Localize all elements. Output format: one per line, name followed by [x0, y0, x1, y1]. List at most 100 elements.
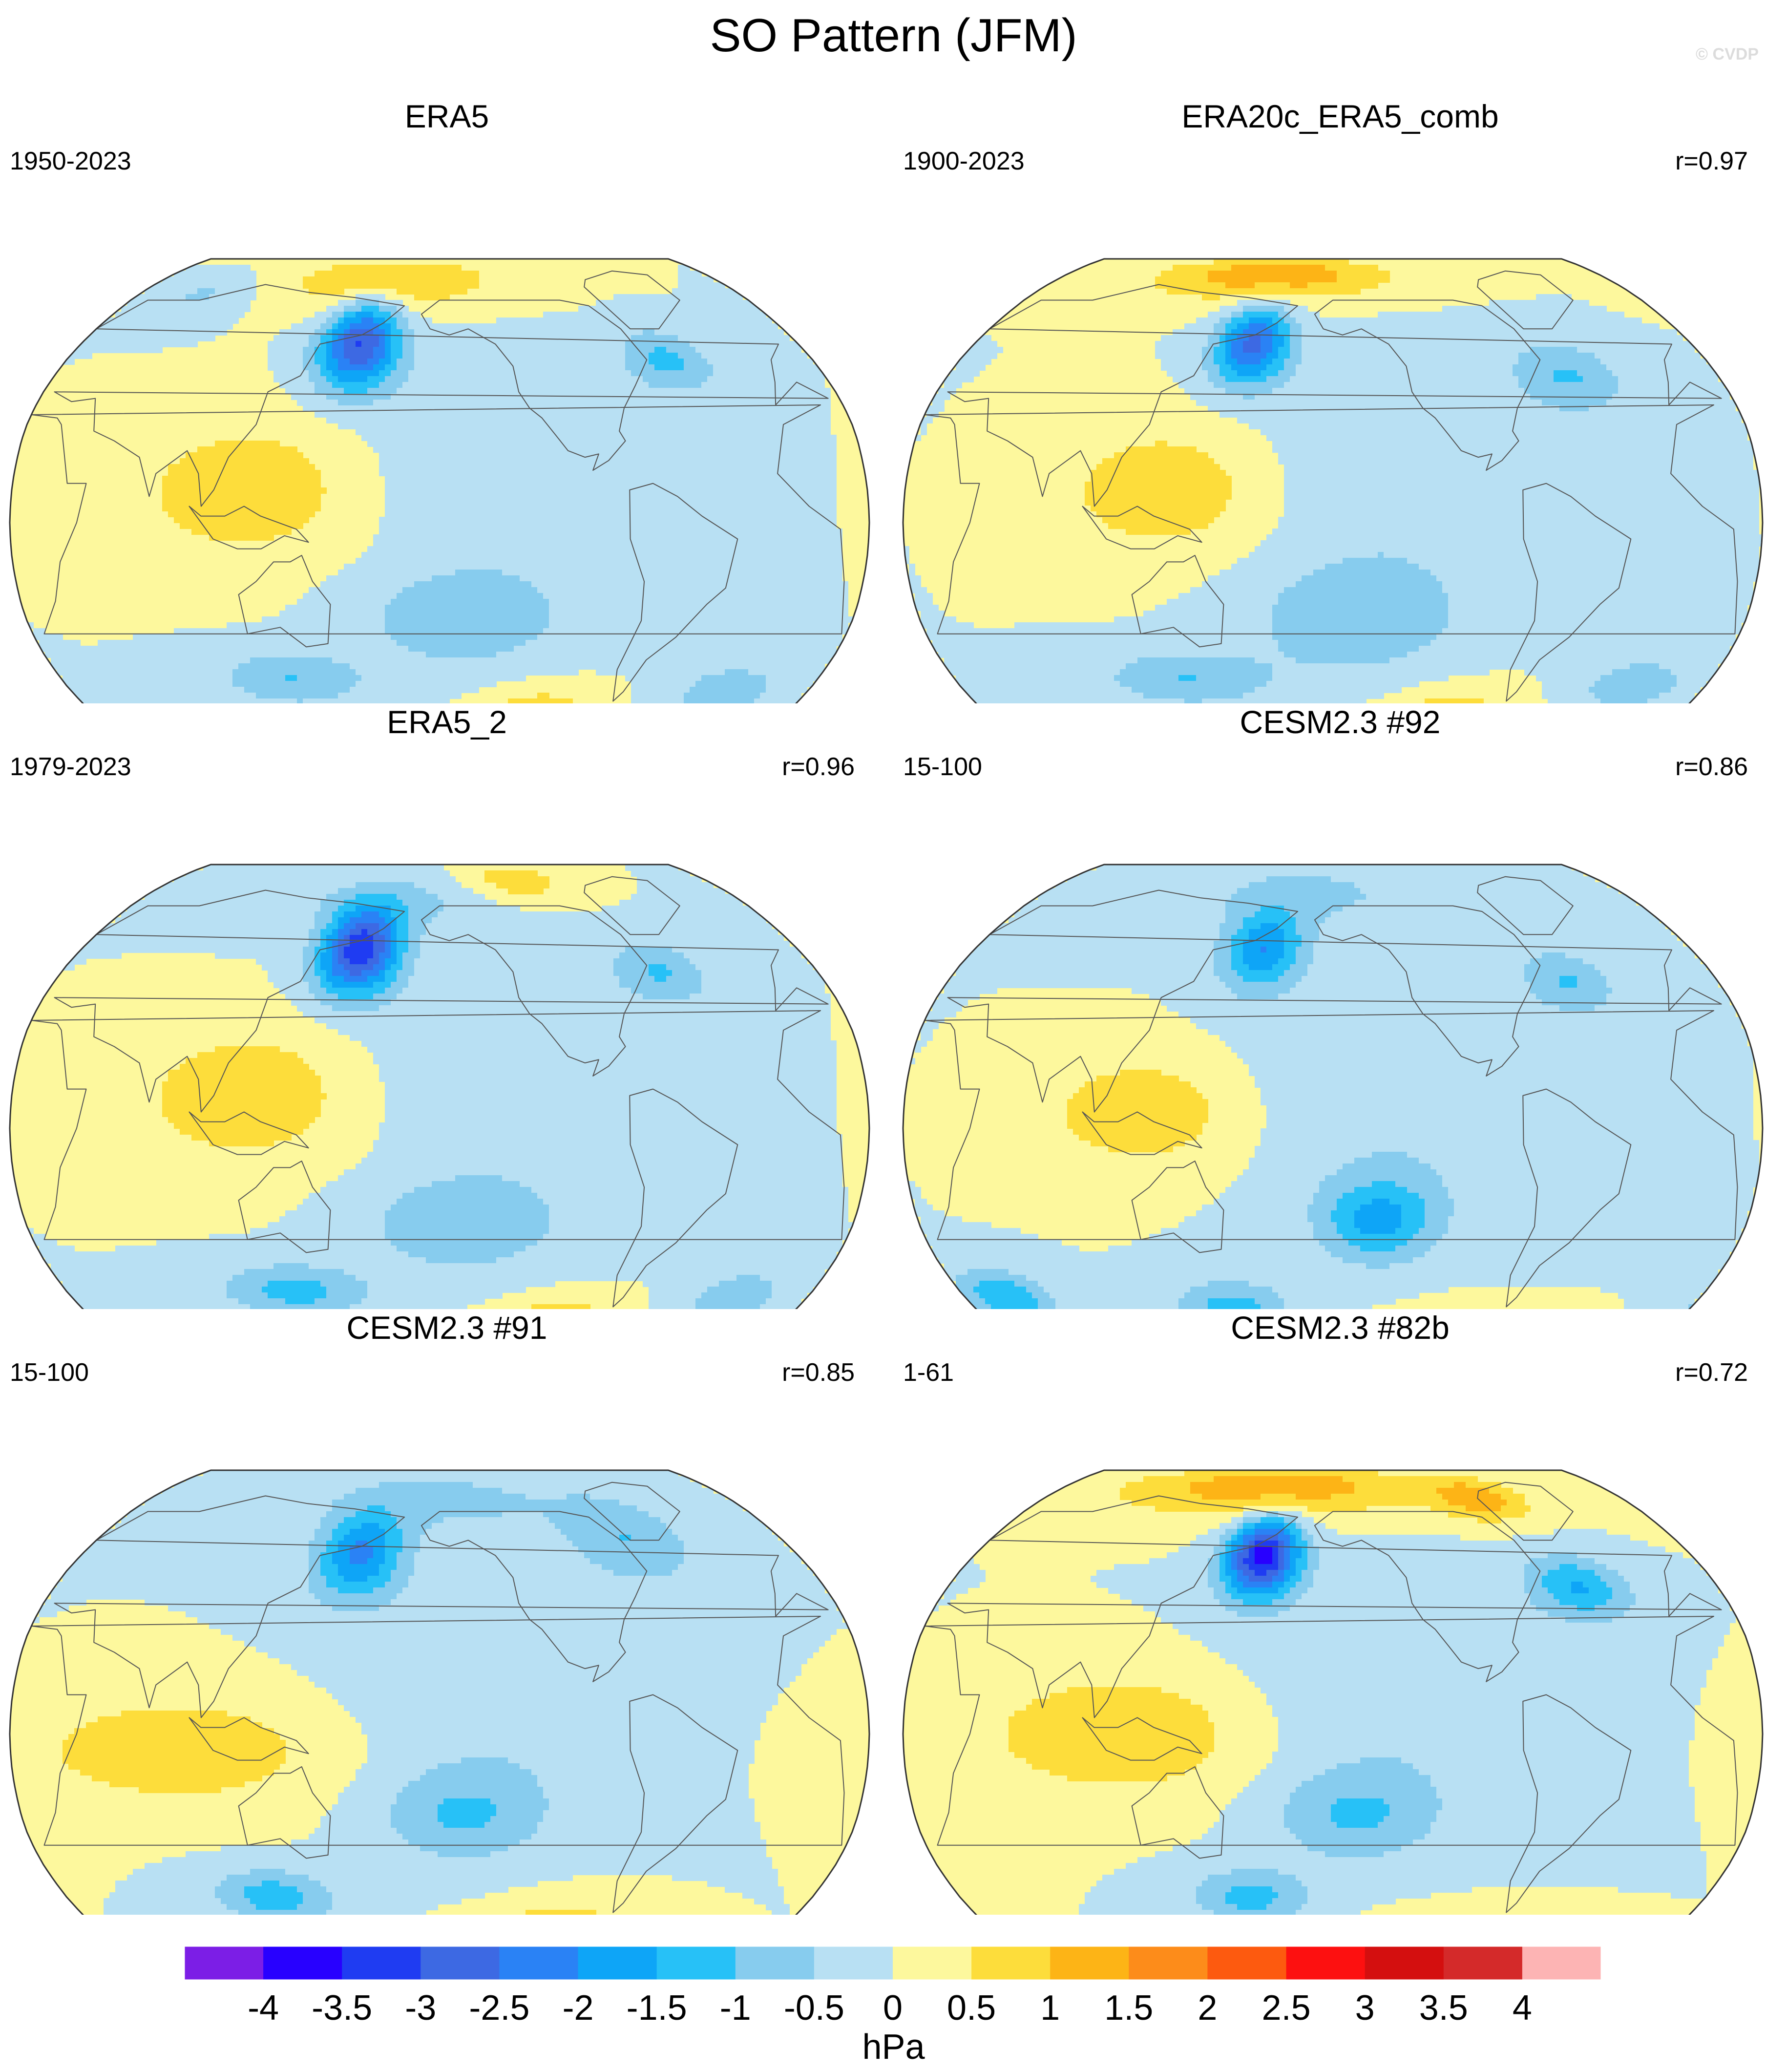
field-cell: [379, 564, 385, 570]
field-cell: [836, 552, 842, 558]
field-cell: [484, 370, 491, 377]
field-cell: [455, 470, 462, 476]
field-cell: [678, 341, 684, 347]
field-cell: [438, 435, 444, 441]
field-cell: [748, 435, 755, 441]
field-cell: [227, 464, 233, 470]
field-cell: [402, 570, 409, 576]
field-cell: [672, 446, 678, 453]
field-cell: [549, 429, 555, 435]
field-cell: [508, 347, 514, 353]
field-cell: [186, 276, 192, 283]
field-cell: [631, 587, 637, 593]
field-cell: [531, 499, 538, 506]
field-cell: [520, 382, 526, 388]
field-cell: [309, 329, 315, 336]
field-cell: [455, 388, 462, 394]
field-cell: [772, 482, 778, 488]
field-cell: [602, 482, 608, 488]
field-cell: [426, 511, 432, 517]
field-cell: [326, 411, 333, 418]
field-cell: [432, 265, 438, 271]
field-cell: [772, 499, 778, 506]
field-cell: [455, 359, 462, 365]
field-cell: [484, 400, 491, 406]
field-cell: [660, 523, 667, 529]
field-cell: [590, 312, 596, 318]
field-cell: [602, 505, 608, 511]
field-cell: [397, 271, 403, 277]
field-cell: [426, 523, 432, 529]
field-cell: [420, 423, 426, 429]
field-cell: [156, 300, 163, 306]
field-cell: [426, 423, 432, 429]
field-cell: [549, 353, 555, 359]
field-cell: [572, 435, 579, 441]
field-cell: [262, 464, 268, 470]
field-cell: [455, 505, 462, 511]
field-cell: [731, 517, 737, 523]
field-cell: [555, 388, 561, 394]
field-cell: [672, 388, 678, 394]
field-cell: [795, 534, 801, 541]
field-cell: [414, 446, 420, 453]
field-cell: [303, 505, 309, 511]
field-cell: [660, 482, 667, 488]
field-cell: [402, 429, 409, 435]
field-cell: [297, 353, 303, 359]
field-cell: [684, 276, 690, 283]
field-cell: [678, 312, 684, 318]
field-cell: [373, 312, 379, 318]
field-cell: [766, 417, 772, 423]
field-cell: [608, 411, 614, 418]
field-cell: [748, 400, 755, 406]
field-cell: [695, 505, 702, 511]
field-cell: [227, 312, 233, 318]
field-cell: [373, 276, 379, 283]
field-cell: [555, 505, 561, 511]
field-cell: [443, 493, 450, 500]
field-cell: [578, 429, 585, 435]
field-cell: [707, 306, 714, 312]
field-cell: [672, 400, 678, 406]
field-cell: [649, 476, 655, 482]
field-cell: [619, 575, 626, 582]
field-cell: [631, 505, 637, 511]
field-cell: [502, 476, 508, 482]
field-cell: [590, 353, 596, 359]
field-cell: [584, 470, 590, 476]
field-cell: [356, 411, 362, 418]
field-cell: [596, 552, 602, 558]
field-cell: [484, 587, 491, 593]
field-cell: [98, 329, 104, 336]
field-cell: [526, 423, 532, 429]
field-cell: [701, 458, 708, 465]
field-cell: [197, 446, 204, 453]
field-cell: [555, 540, 561, 547]
field-cell: [174, 276, 180, 283]
field-cell: [479, 394, 485, 400]
field-cell: [203, 476, 210, 482]
field-cell: [326, 335, 333, 341]
field-cell: [186, 487, 192, 494]
field-cell: [244, 534, 251, 541]
field-cell: [385, 593, 391, 599]
field-cell: [731, 564, 737, 570]
field-cell: [449, 435, 456, 441]
field-cell: [660, 376, 667, 382]
field-cell: [789, 476, 796, 482]
field-cell: [701, 417, 708, 423]
field-cell: [789, 382, 796, 388]
field-cell: [391, 564, 397, 570]
field-cell: [742, 347, 749, 353]
field-cell: [484, 376, 491, 382]
field-cell: [268, 464, 274, 470]
field-cell: [819, 446, 825, 453]
field-cell: [502, 593, 508, 599]
field-cell: [795, 429, 801, 435]
field-cell: [760, 564, 766, 570]
field-cell: [537, 335, 544, 341]
field-cell: [279, 452, 286, 459]
field-cell: [473, 441, 479, 447]
field-cell: [789, 452, 796, 459]
